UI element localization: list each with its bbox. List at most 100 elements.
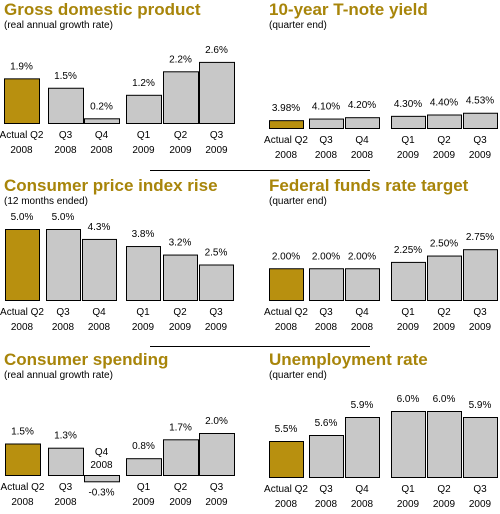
data-label: 4.3%	[88, 222, 111, 233]
bar	[427, 255, 462, 302]
tick-label: 2008	[90, 460, 113, 471]
tick-label: 2009	[132, 497, 155, 508]
data-label: 1.2%	[132, 78, 155, 89]
bar	[269, 441, 304, 478]
bar	[269, 120, 304, 129]
data-label: 5.9%	[469, 400, 492, 411]
tick-label: 2009	[397, 499, 420, 510]
chart-subtitle: (quarter end)	[269, 370, 327, 381]
tick-label: Actual Q2	[0, 307, 44, 318]
chart-title: 10-year T-note yield	[269, 0, 428, 19]
data-label: 0.2%	[90, 101, 113, 112]
chart-subtitle: (real annual growth rate)	[4, 20, 113, 31]
tick-label: 2008	[351, 322, 374, 333]
tick-label: Q2	[174, 130, 188, 141]
section-divider	[150, 170, 370, 171]
bar-chart-fedfunds: 2.00% Actual Q2 2008 2.00% Q3 2008 2.00% Q4 2008…	[264, 232, 498, 333]
tick-label: Q3	[473, 135, 487, 146]
data-label: -0.3%	[88, 487, 114, 498]
data-label: 4.53%	[466, 96, 494, 107]
data-label: 2.00%	[312, 251, 340, 262]
tick-label: 2008	[315, 150, 338, 161]
tick-label: 2008	[351, 499, 374, 510]
data-label: 2.6%	[205, 45, 228, 56]
bar	[463, 249, 498, 301]
tick-label: Q2	[173, 307, 187, 318]
tick-label: Q3	[319, 484, 333, 495]
data-label: 4.10%	[312, 102, 340, 113]
tick-label: Actual Q2	[264, 307, 308, 318]
tick-label: Q2	[174, 482, 188, 493]
tick-label: Q2	[437, 484, 451, 495]
bar	[84, 475, 120, 483]
bar	[163, 439, 199, 477]
data-label: 3.2%	[169, 238, 192, 249]
tick-label: Q1	[401, 484, 415, 495]
data-label: 6.0%	[433, 394, 456, 405]
tick-label: Q1	[137, 482, 151, 493]
tick-label: 2008	[10, 145, 33, 156]
bar-chart-tnote: 3.98% Actual Q2 2008 4.10% Q3 2008 4.20% Q4 2008…	[264, 96, 498, 161]
data-label: 0.8%	[132, 441, 155, 452]
bar	[391, 261, 426, 301]
tick-label: 2008	[315, 499, 338, 510]
tick-label: 2009	[205, 322, 228, 333]
tick-label: 2008	[54, 497, 77, 508]
tick-label: Actual Q2	[264, 135, 308, 146]
tick-label: Q3	[209, 307, 223, 318]
data-label: 2.00%	[272, 251, 300, 262]
chart-subtitle: (12 months ended)	[4, 196, 88, 207]
tick-label: 2008	[88, 322, 111, 333]
tick-label: 2008	[11, 322, 34, 333]
bar	[391, 115, 426, 129]
tick-label: 2008	[52, 322, 75, 333]
data-label: 3.98%	[272, 103, 300, 114]
chart-panel-cpi: Consumer price index rise (12 months end…	[0, 176, 244, 346]
tick-label: Q1	[401, 135, 415, 146]
section-divider	[150, 346, 370, 347]
bar	[48, 87, 84, 124]
tick-label: Q4	[92, 307, 106, 318]
chart-subtitle: (quarter end)	[269, 20, 327, 31]
data-label: 2.50%	[430, 239, 458, 250]
bar	[309, 268, 344, 301]
bar	[199, 264, 234, 301]
bar	[126, 458, 162, 476]
tick-label: 2009	[169, 145, 192, 156]
tick-label: Q1	[137, 130, 151, 141]
tick-label: Q3	[319, 307, 333, 318]
chart-title: Unemployment rate	[269, 350, 428, 369]
tick-label: Q3	[210, 482, 224, 493]
bar	[163, 71, 199, 125]
bar	[269, 268, 304, 301]
chart-subtitle: (quarter end)	[269, 196, 327, 207]
tick-label: 2008	[275, 322, 298, 333]
chart-panel-fedfunds: Federal funds rate target (quarter end) …	[264, 176, 499, 346]
data-label: 5.6%	[315, 418, 338, 429]
chart-title: Gross domestic product	[4, 0, 201, 19]
bar	[199, 61, 235, 124]
tick-label: 2009	[397, 150, 420, 161]
bar	[463, 417, 498, 478]
bar	[48, 447, 84, 476]
tick-label: 2008	[54, 145, 77, 156]
tick-label: 2009	[169, 322, 192, 333]
bar	[84, 118, 120, 125]
tick-label: 2009	[433, 499, 456, 510]
bar	[345, 417, 380, 478]
tick-label: Q3	[59, 130, 73, 141]
tick-label: 2008	[275, 499, 298, 510]
tick-label: 2009	[132, 322, 155, 333]
bar-chart-gdp: 1.9% Actual Q2 2008 1.5% Q3 2008 0.2% Q4 2008 1.2…	[0, 45, 235, 156]
data-label: 2.00%	[348, 251, 376, 262]
bar	[391, 411, 426, 478]
tick-label: Q4	[95, 447, 109, 458]
tick-label: Q4	[355, 307, 369, 318]
tick-label: 2009	[469, 322, 492, 333]
bar	[427, 411, 462, 478]
chart-title: Consumer spending	[4, 350, 169, 369]
bar	[163, 254, 198, 301]
tick-label: 2009	[132, 145, 155, 156]
data-label: 5.9%	[351, 400, 374, 411]
tick-label: Q4	[355, 484, 369, 495]
